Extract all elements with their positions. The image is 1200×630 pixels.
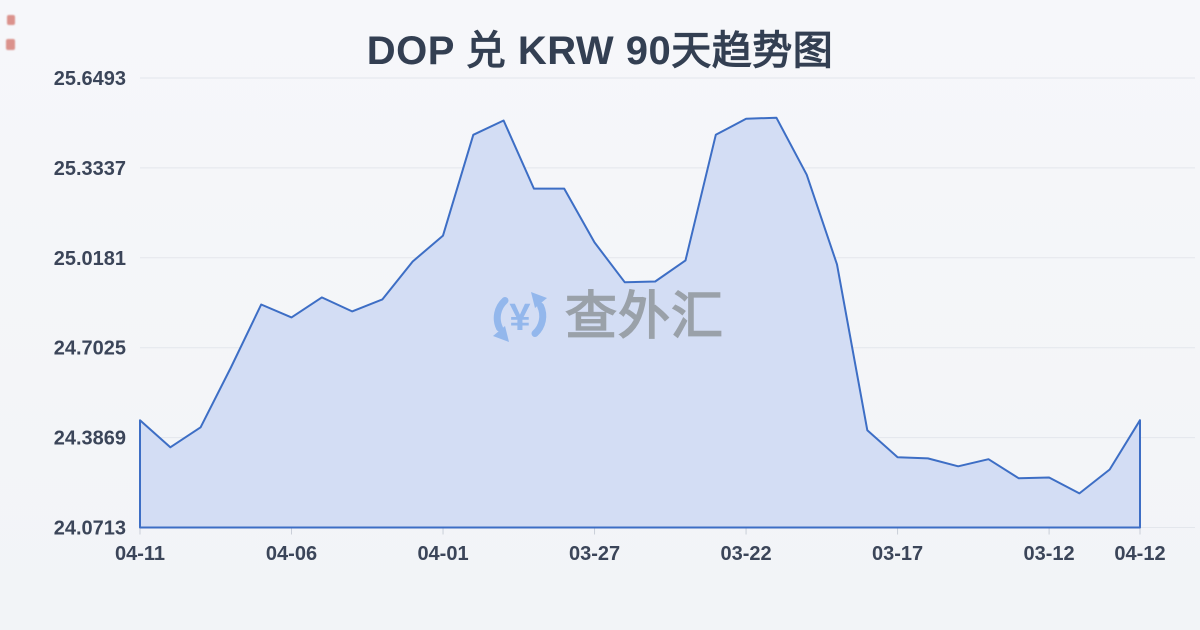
- area-series[interactable]: [139, 116, 1141, 529]
- page-title: DOP 兑 KRW 90天趋势图: [366, 29, 834, 73]
- x-axis-tick-label: 03-17: [872, 543, 923, 565]
- x-axis-tick-label: 04-12: [1114, 543, 1165, 565]
- y-axis-tick-label: 25.3337: [54, 158, 126, 180]
- y-axis-labels: 25.6493 25.3337 25.0181 24.7025 24.3869 24.07…: [54, 68, 126, 540]
- x-axis-tick-label: 03-27: [569, 543, 620, 565]
- y-axis-tick-label: 24.7025: [54, 338, 126, 360]
- x-axis-tick-label: 04-11: [115, 543, 165, 565]
- x-axis-tick-label: 04-01: [417, 543, 468, 565]
- x-axis-labels: 04-11 04-06 04-01 03-27 03-22 03-17 03-12 04-12: [115, 543, 1166, 565]
- x-axis-tick-label: 04-06: [266, 543, 317, 565]
- x-axis-tick-label: 03-12: [1024, 543, 1075, 565]
- area-fill-and-line[interactable]: [139, 116, 1141, 529]
- red-artifact-mark: [7, 15, 15, 25]
- red-artifact-mark: [6, 39, 15, 50]
- axis-ticks: [139, 528, 1141, 535]
- y-axis-tick-label: 25.6493: [54, 68, 126, 90]
- y-axis-tick-label: 25.0181: [54, 248, 126, 270]
- y-axis-tick-label: 24.0713: [54, 518, 126, 540]
- x-axis-tick-label: 03-22: [720, 543, 771, 565]
- y-axis-tick-label: 24.3869: [54, 428, 126, 450]
